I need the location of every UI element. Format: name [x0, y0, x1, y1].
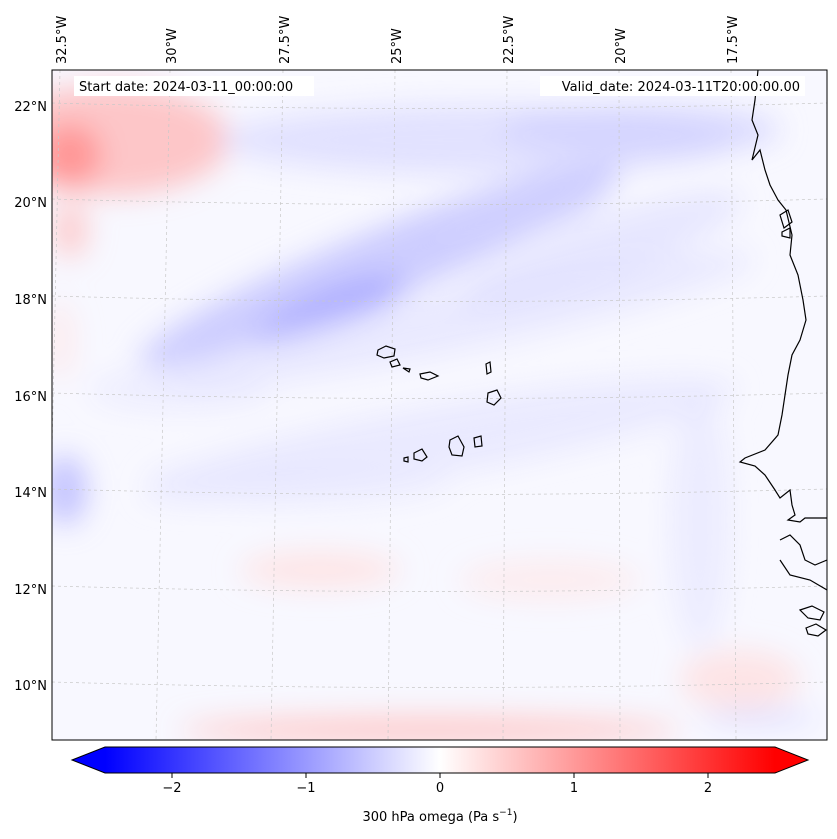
colorbar-tick-label: 2: [704, 781, 712, 796]
colorbar-title: 300 hPa omega (Pa s−1): [362, 808, 517, 825]
lat-label-20n: 20°N: [14, 196, 47, 211]
colorbar-outline: [70, 746, 810, 774]
start-date-box: [74, 76, 314, 96]
colorbar-min-extension: [72, 747, 105, 773]
graticule: [52, 70, 827, 740]
colorbar: −2 −1 0 1 2 300 hPa omega (Pa s−1): [70, 746, 810, 825]
santo-antao-island: [376, 345, 396, 359]
valid-date-label: Valid_date: 2024-03-11T20:00:00.00: [562, 80, 800, 95]
lon-label-32-5w: 32.5°W: [55, 16, 70, 64]
lat-label-10n: 10°N: [14, 679, 47, 694]
latitude-labels: 22°N 20°N 18°N 16°N 14°N 12°N 10°N: [14, 100, 47, 694]
map-frame: [51, 69, 828, 741]
omega-field: [52, 70, 827, 740]
coastlines: [376, 70, 827, 637]
colorbar-title-exponent: −1: [499, 808, 512, 818]
lon-label-17-5w: 17.5°W: [726, 16, 741, 64]
lat-label-18n: 18°N: [14, 293, 47, 308]
colorbar-gradient: [105, 747, 775, 773]
lat-label-22n: 22°N: [14, 100, 47, 115]
colorbar-max-extension: [775, 747, 808, 773]
colorbar-tick-label: 1: [570, 781, 578, 796]
start-date-label: Start date: 2024-03-11_00:00:00: [79, 80, 293, 95]
colorbar-tick-label: 0: [436, 781, 444, 796]
lon-label-30w: 30°W: [165, 28, 180, 64]
lat-label-12n: 12°N: [14, 583, 47, 598]
lon-label-20w: 20°W: [614, 28, 629, 64]
lon-label-22-5w: 22.5°W: [502, 16, 517, 64]
africa-coastline: [738, 70, 827, 523]
colorbar-title-close: ): [512, 810, 517, 825]
valid-date-box: [540, 76, 805, 96]
colorbar-title-main: 300 hPa omega (Pa s: [362, 810, 499, 825]
lon-label-27-5w: 27.5°W: [278, 16, 293, 64]
colorbar-tick-label: −2: [162, 781, 181, 796]
colorbar-ticks: −2 −1 0 1 2: [162, 773, 712, 796]
lat-label-14n: 14°N: [14, 486, 47, 501]
lat-label-16n: 16°N: [14, 390, 47, 405]
colorbar-tick-label: −1: [296, 781, 315, 796]
lon-label-25w: 25°W: [390, 28, 405, 64]
longitude-labels: 32.5°W 30°W 27.5°W 25°W 22.5°W 20°W 17.5…: [55, 16, 741, 64]
